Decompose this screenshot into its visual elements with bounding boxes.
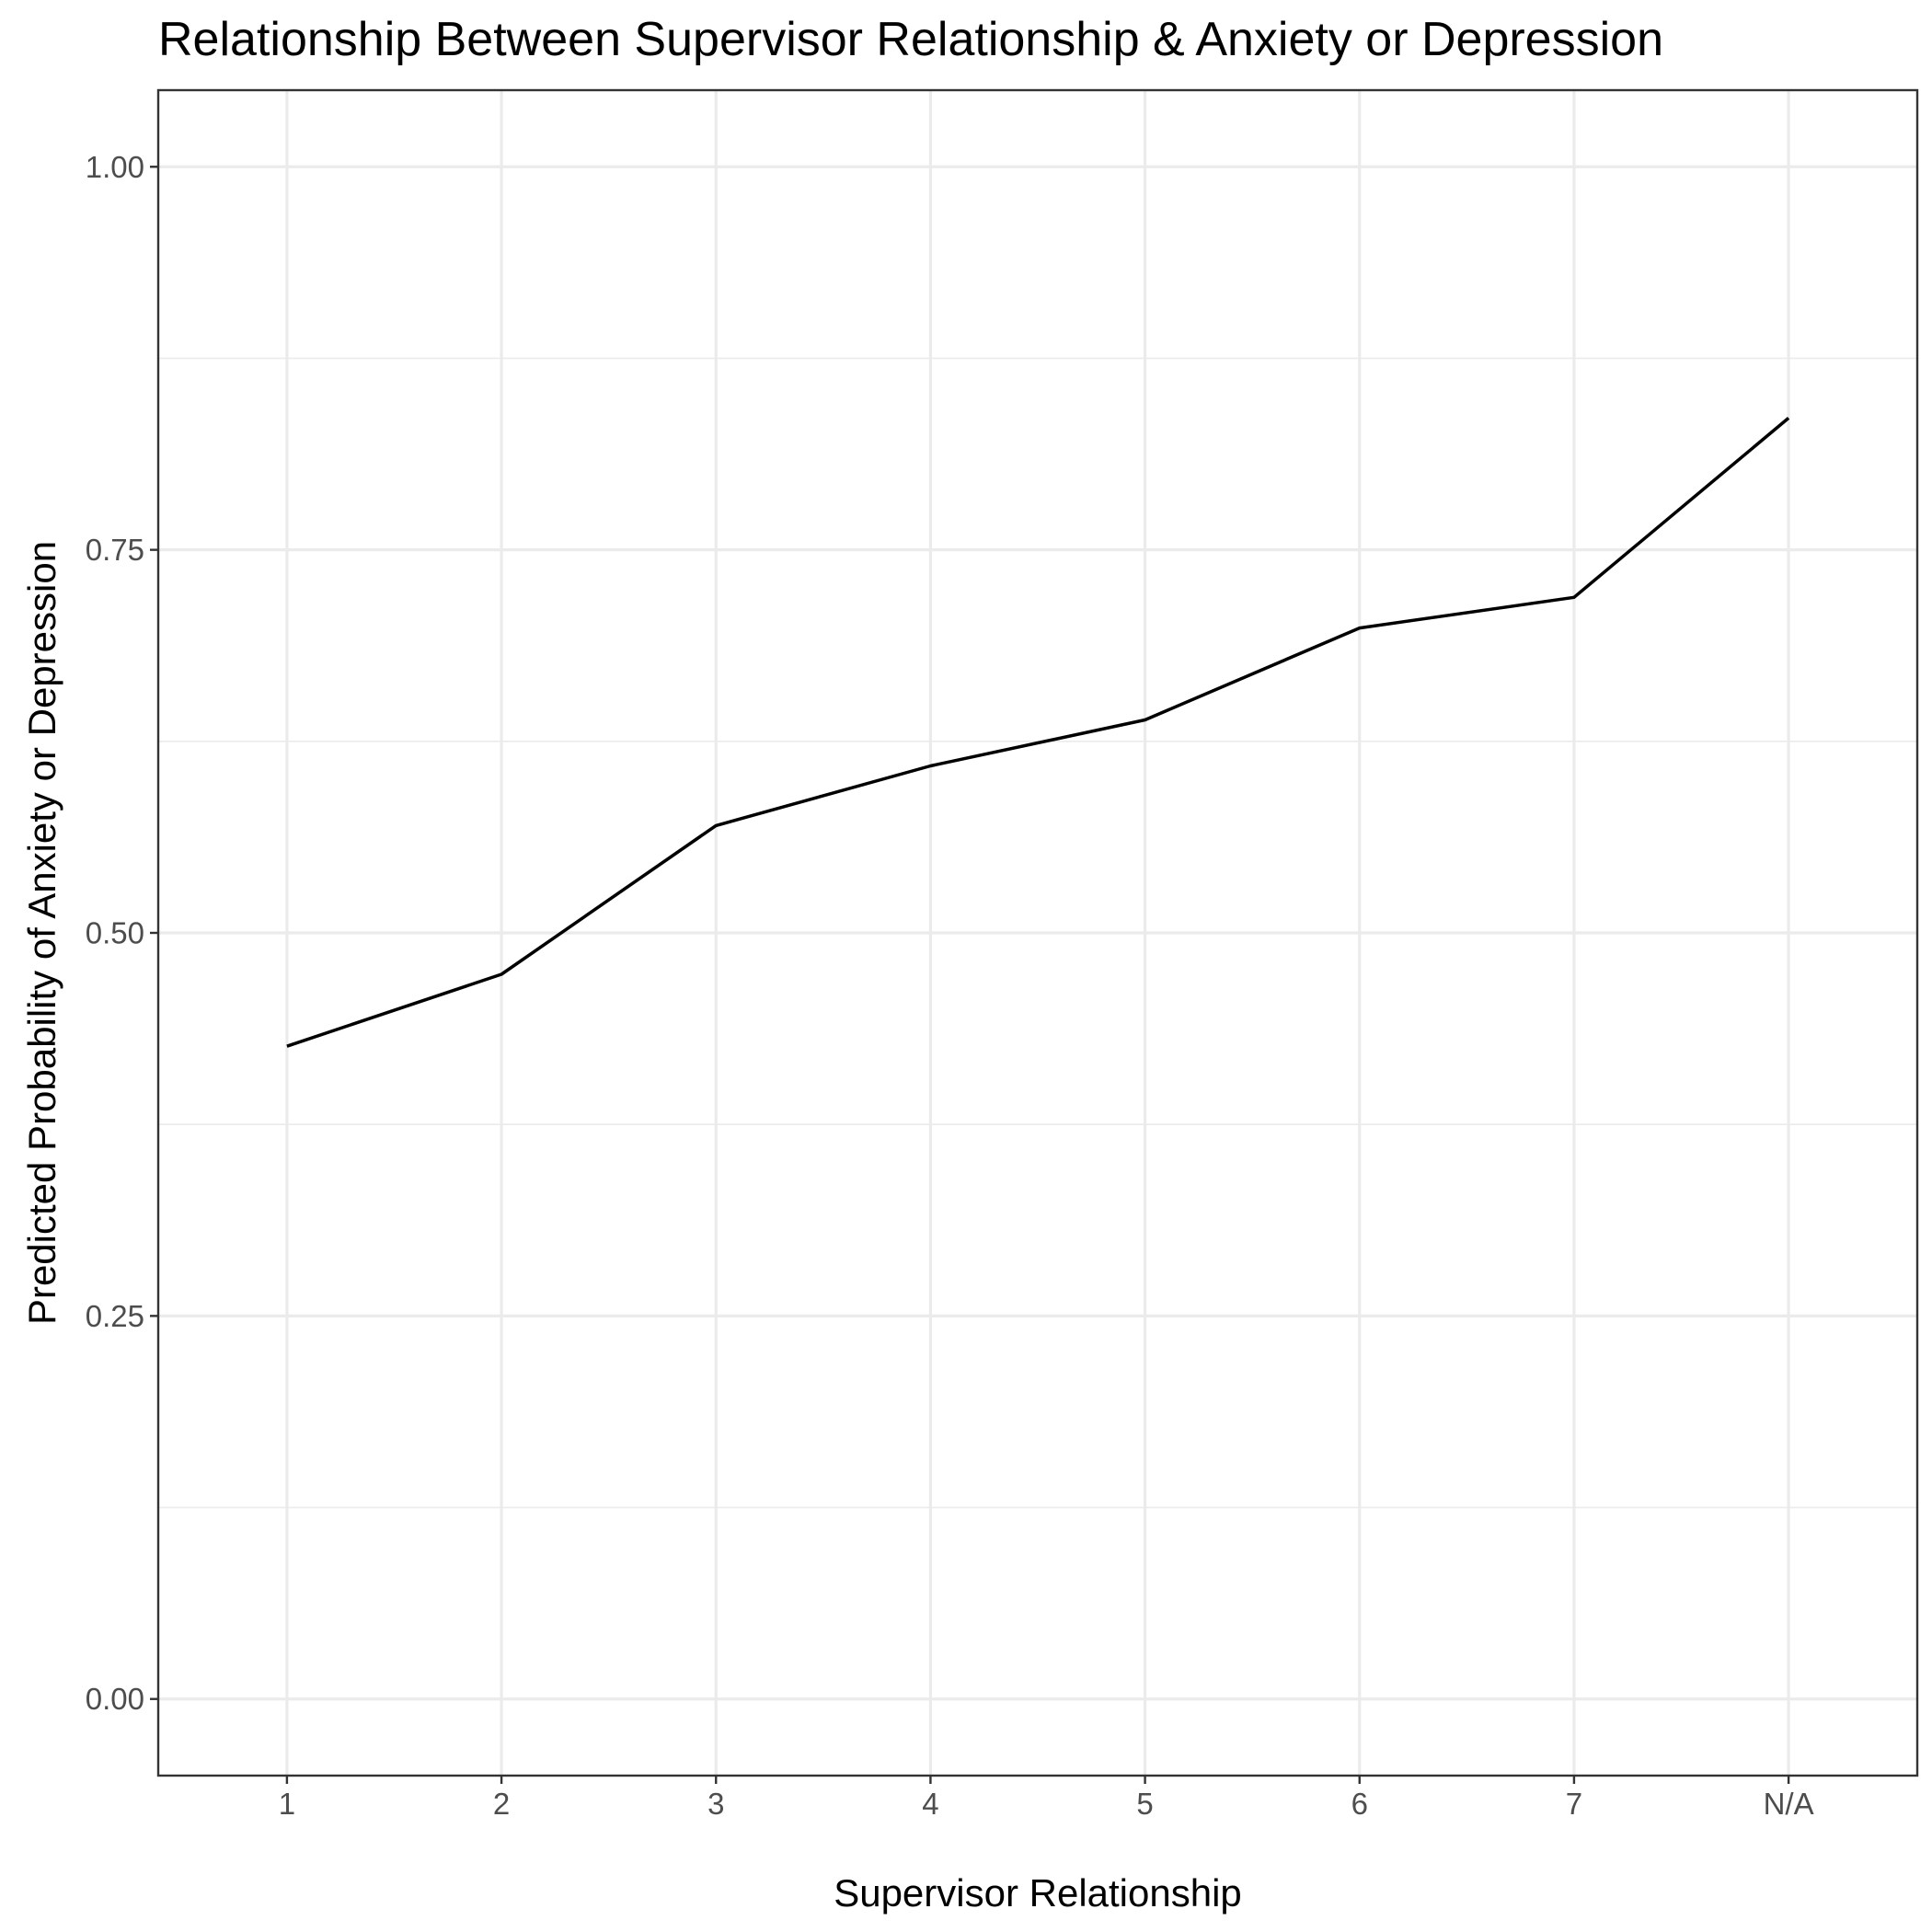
y-tick-label: 1.00 <box>86 150 144 184</box>
grid-lines <box>158 90 1917 1776</box>
x-tick-label: 7 <box>1566 1787 1582 1821</box>
y-axis-title: Predicted Probability of Anxiety or Depr… <box>20 541 63 1325</box>
chart-title: Relationship Between Supervisor Relation… <box>158 13 1663 66</box>
x-tick-label: 2 <box>493 1787 510 1821</box>
x-tick-label: N/A <box>1764 1787 1814 1821</box>
y-tick-label: 0.25 <box>86 1299 144 1333</box>
x-tick-label: 6 <box>1351 1787 1368 1821</box>
x-axis-title: Supervisor Relationship <box>834 1871 1242 1915</box>
y-tick-label: 0.75 <box>86 533 144 567</box>
y-tick-label: 0.50 <box>86 916 144 950</box>
x-tick-label: 3 <box>707 1787 724 1821</box>
x-tick-label: 4 <box>922 1787 938 1821</box>
y-axis: 0.00 0.25 0.50 0.75 1.00 <box>86 150 158 1716</box>
y-tick-label: 0.00 <box>86 1682 144 1716</box>
x-tick-label: 5 <box>1136 1787 1153 1821</box>
series-line-1 <box>286 417 1790 1048</box>
x-axis: 1 2 3 4 5 6 7 N/A <box>279 1776 1814 1821</box>
series-layer <box>286 417 1790 1048</box>
x-tick-label: 1 <box>279 1787 295 1821</box>
